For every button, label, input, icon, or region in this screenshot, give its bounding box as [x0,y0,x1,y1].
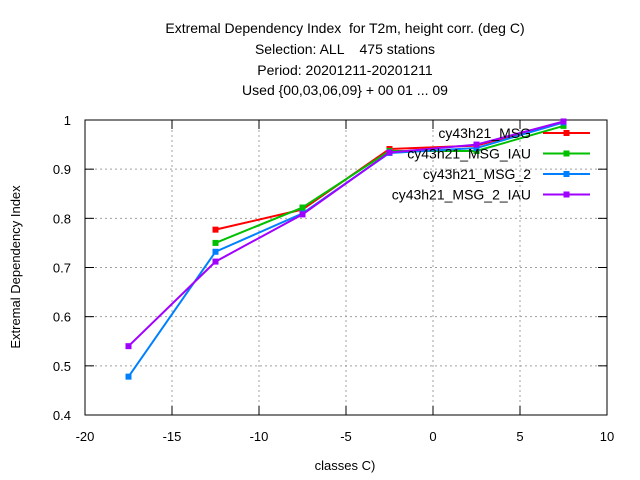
legend-label: cy43h21_MSG [438,125,531,141]
y-tick-label: 1 [64,113,71,128]
data-point [473,141,480,148]
data-point [125,373,132,380]
data-point [299,211,306,218]
y-tick-label: 0.9 [53,162,71,177]
y-tick-label: 0.6 [53,310,71,325]
legend-swatch-marker [563,191,570,198]
legend-swatch-marker [563,130,570,136]
y-tick-label: 0.4 [53,408,71,423]
x-tick-label: -5 [340,429,352,444]
data-point [212,248,219,255]
data-point [299,204,306,211]
legend-swatch-marker [563,150,570,157]
series-line [215,124,564,244]
title-line-4: Used {00,03,06,09} + 00 01 ... 09 [242,82,448,98]
axis-ticks: -20 -15 -10 -5 0 5 10 0.4 0.5 0.6 0.7 0.8 0.9 1 [53,113,614,444]
legend-label: cy43h21_MSG_2 [423,166,531,182]
data-point [125,343,132,350]
y-axis-label: Extremal Dependency Index [8,185,23,349]
y-tick-label: 0.8 [53,211,71,226]
data-point [560,118,567,125]
series-lines [125,118,567,380]
legend-label: cy43h21_MSG_IAU [407,146,531,162]
data-point [212,258,219,265]
title-line-1: Extremal Dependency Index for T2m, heigh… [165,20,525,36]
series-line [127,120,564,347]
legend-label: cy43h21_MSG_2_IAU [392,187,531,203]
y-tick-label: 0.5 [53,359,71,374]
data-point [386,149,393,156]
legend-swatch-marker [563,171,570,177]
title-line-2: Selection: ALL 475 stations [254,41,436,57]
data-point [212,239,219,246]
title-line-3: Period: 20201211-20201211 [257,62,433,78]
x-tick-label: 0 [429,429,436,444]
grid [85,120,607,415]
x-axis-label: classes C) [315,458,376,473]
x-tick-label: 10 [600,429,614,444]
x-tick-label: -20 [76,429,95,444]
x-tick-label: -10 [250,429,269,444]
y-tick-label: 0.7 [53,261,71,276]
x-tick-label: -15 [163,429,182,444]
data-point [212,226,219,233]
x-tick-label: 5 [516,429,523,444]
legend: cy43h21_MSG cy43h21_MSG_IAU cy43h21_MSG_2c… [392,125,590,203]
data-point [473,145,480,152]
data-point [560,122,567,129]
